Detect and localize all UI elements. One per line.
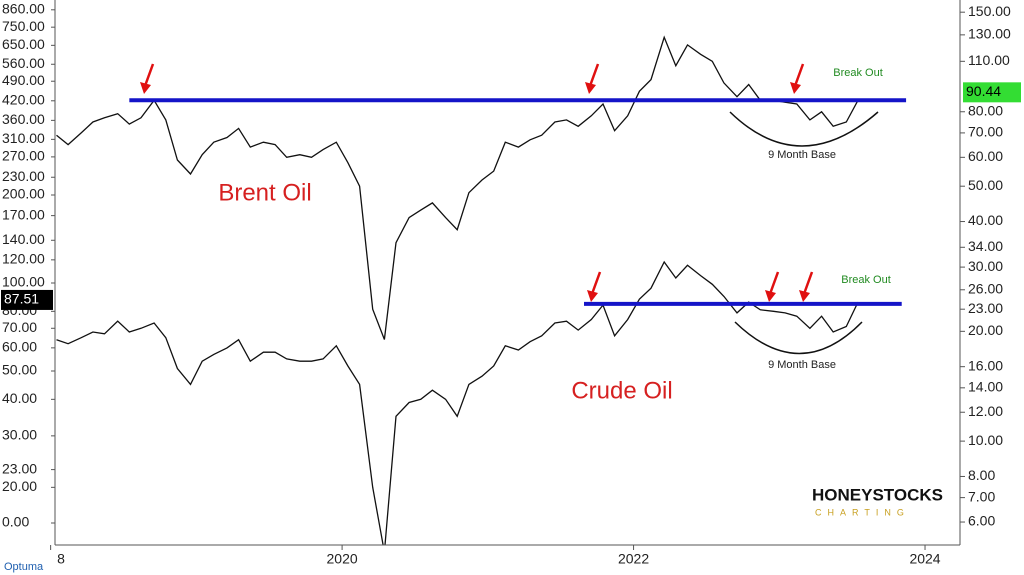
y2-tick-label: 23.00 (968, 300, 1003, 316)
plot-area (56, 35, 907, 545)
y-tick-label: 60.00 (2, 339, 37, 355)
logo-tagline: CHARTING (815, 507, 910, 517)
value-marker (963, 82, 1021, 103)
annotation: Break Out (833, 67, 883, 79)
y2-tick-label: 10.00 (968, 432, 1003, 448)
annotation: 9 Month Base (768, 359, 836, 371)
y2-tick-label: 8.00 (968, 467, 995, 483)
series-line (56, 35, 859, 340)
value-marker-label: 90.44 (966, 83, 1001, 99)
y-tick-label: 20.00 (2, 478, 37, 494)
y2-tick-label: 110.00 (968, 52, 1010, 68)
y2-tick-label: 150.00 (968, 3, 1011, 19)
y-tick-label: 120.00 (2, 251, 45, 267)
y-tick-label: 650.00 (2, 36, 45, 52)
logo: HONEYSTOCKS (812, 485, 943, 504)
y2-tick-label: 20.00 (968, 322, 1003, 338)
y-tick-label: 40.00 (2, 390, 37, 406)
y-tick-label: 50.00 (2, 362, 37, 378)
y-tick-label: 170.00 (2, 206, 45, 222)
series-line (56, 260, 859, 545)
y-tick-label: 0.00 (2, 514, 29, 530)
y2-tick-label: 7.00 (968, 488, 995, 504)
y2-tick-label: 50.00 (968, 177, 1003, 193)
annotation: Brent Oil (218, 179, 311, 206)
y-tick-label: 23.00 (2, 460, 37, 476)
y2-tick-label: 26.00 (968, 280, 1003, 296)
annotation: 9 Month Base (768, 149, 836, 161)
source: Optuma (4, 561, 44, 573)
y2-tick-label: 16.00 (968, 357, 1003, 373)
y2-tick-label: 40.00 (968, 212, 1003, 228)
y2-tick-label: 12.00 (968, 403, 1003, 419)
y-tick-label: 420.00 (2, 91, 45, 107)
value-marker (1, 289, 53, 310)
x-tick-label: 2022 (618, 551, 649, 567)
y-tick-label: 360.00 (2, 111, 45, 127)
y2-tick-label: 34.00 (968, 238, 1003, 254)
y2-tick-label: 30.00 (968, 258, 1003, 274)
y-tick-label: 140.00 (2, 231, 45, 247)
y-tick-label: 310.00 (2, 130, 45, 146)
y2-tick-label: 6.00 (968, 513, 995, 529)
x-tick-label: 8 (57, 551, 65, 567)
y-tick-label: 750.00 (2, 18, 45, 34)
base-arc (729, 111, 879, 147)
y-tick-label: 30.00 (2, 427, 37, 443)
x-tick-label: 2024 (909, 551, 940, 567)
y-tick-label: 70.00 (2, 319, 37, 335)
base-arc (734, 321, 863, 355)
y2-tick-label: 70.00 (968, 124, 1003, 140)
value-marker-label: 87.51 (4, 291, 39, 307)
arrows (140, 63, 814, 302)
y2-tick-label: 14.00 (968, 379, 1003, 395)
y-tick-label: 230.00 (2, 168, 45, 184)
y-tick-label: 860.00 (2, 1, 45, 17)
y-tick-label: 200.00 (2, 186, 45, 202)
y-tick-label: 560.00 (2, 55, 45, 71)
y2-tick-label: 60.00 (968, 148, 1003, 164)
y2-tick-label: 130.00 (968, 26, 1011, 42)
annotation: Break Out (841, 274, 891, 286)
y-tick-label: 490.00 (2, 72, 45, 88)
y-tick-label: 100.00 (2, 274, 45, 290)
y-tick-label: 270.00 (2, 148, 45, 164)
y2-tick-label: 80.00 (968, 102, 1003, 118)
annotation: Crude Oil (571, 377, 672, 404)
x-tick-label: 2020 (327, 551, 358, 567)
